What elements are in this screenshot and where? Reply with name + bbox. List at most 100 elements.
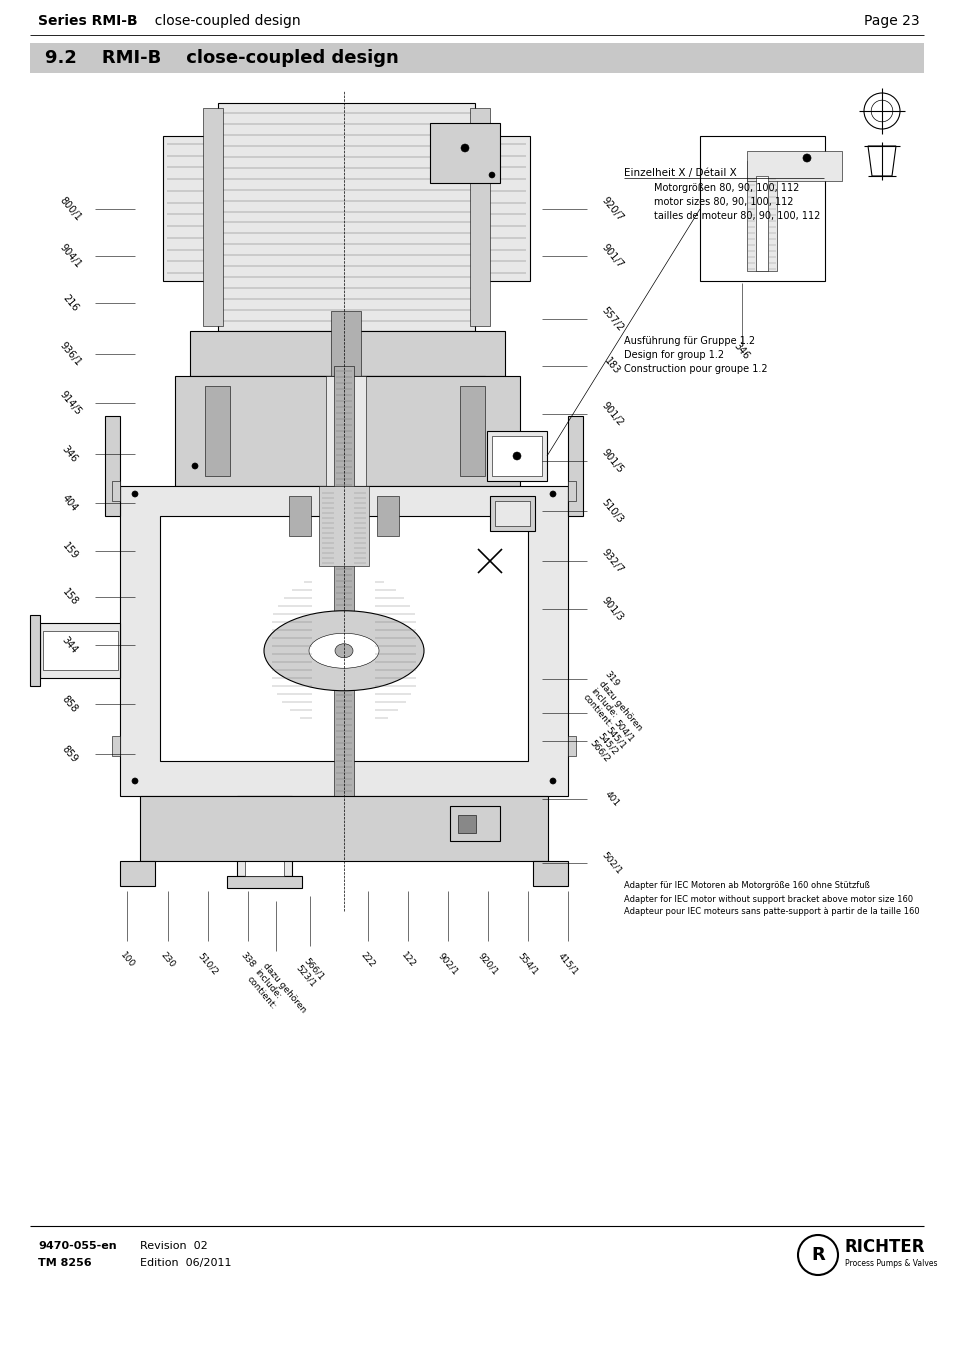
Text: 222: 222 (358, 951, 376, 970)
Text: 858: 858 (60, 693, 80, 715)
Text: 415/1: 415/1 (556, 951, 579, 977)
Text: 404: 404 (60, 493, 80, 513)
Bar (567, 416, 582, 516)
Text: 901/5: 901/5 (598, 447, 624, 476)
Bar (120, 861, 154, 886)
Ellipse shape (335, 643, 353, 658)
Text: 319: 319 (602, 670, 620, 689)
Bar (486, 431, 546, 481)
Bar (376, 496, 398, 536)
Text: RICHTER: RICHTER (844, 1238, 924, 1256)
Bar (746, 151, 841, 181)
Bar (112, 481, 120, 501)
Bar (40, 623, 120, 678)
Bar (755, 176, 767, 272)
Text: 800/1: 800/1 (57, 195, 83, 223)
Bar (492, 436, 541, 476)
Text: Series RMI-B: Series RMI-B (38, 14, 137, 28)
Text: 932/7: 932/7 (598, 547, 624, 576)
Text: close-coupled design: close-coupled design (146, 14, 300, 28)
Bar (470, 108, 490, 326)
Text: 901/3: 901/3 (598, 596, 624, 623)
Bar (30, 615, 40, 686)
Text: 904/1: 904/1 (57, 242, 83, 270)
Bar (205, 386, 230, 476)
Bar (475, 136, 530, 281)
Bar (450, 807, 499, 842)
Ellipse shape (264, 611, 423, 690)
Bar (430, 123, 499, 182)
Bar (120, 486, 567, 796)
Circle shape (797, 1235, 837, 1275)
Text: 554/1: 554/1 (516, 951, 539, 977)
Text: Einzelheit X / Détail X: Einzelheit X / Détail X (623, 168, 736, 178)
Text: dazu gehören
include:
contient:: dazu gehören include: contient: (244, 961, 307, 1028)
Text: TM 8256: TM 8256 (38, 1258, 91, 1269)
Text: 936/1: 936/1 (57, 340, 83, 367)
Polygon shape (867, 146, 895, 176)
Circle shape (497, 463, 502, 469)
Text: 230: 230 (159, 951, 176, 970)
Text: 159: 159 (60, 540, 80, 561)
Text: R: R (810, 1246, 824, 1265)
Text: 901/2: 901/2 (598, 400, 624, 428)
Bar (700, 136, 824, 281)
Bar (457, 815, 476, 834)
Bar (490, 496, 535, 531)
Bar (334, 366, 354, 825)
Circle shape (513, 453, 520, 459)
Bar (140, 796, 547, 861)
Bar (326, 376, 366, 486)
Text: Adapteur pour IEC moteurs sans patte-support à partir de la taille 160: Adapteur pour IEC moteurs sans patte-sup… (623, 908, 919, 916)
Bar (190, 331, 504, 376)
Bar (533, 861, 567, 886)
Text: 346: 346 (60, 443, 80, 465)
Text: 920/7: 920/7 (598, 195, 624, 223)
Circle shape (550, 490, 556, 497)
Text: Construction pour groupe 1.2: Construction pour groupe 1.2 (623, 363, 767, 374)
Text: 401: 401 (602, 789, 620, 808)
Bar (203, 108, 223, 326)
Bar (318, 486, 369, 566)
Text: 502/1: 502/1 (599, 850, 623, 875)
Text: 338: 338 (239, 951, 256, 970)
Circle shape (550, 778, 556, 784)
Bar (160, 516, 527, 761)
Bar (495, 501, 530, 526)
Circle shape (863, 93, 899, 128)
Text: 346: 346 (732, 340, 751, 361)
Bar (245, 796, 284, 875)
Bar (331, 311, 361, 426)
Bar (459, 386, 484, 476)
Circle shape (802, 154, 810, 162)
Bar (105, 416, 120, 516)
Text: Process Pumps & Valves: Process Pumps & Valves (844, 1259, 937, 1267)
Text: tailles de moteur 80, 90, 100, 112: tailles de moteur 80, 90, 100, 112 (654, 211, 820, 222)
Text: 914/5: 914/5 (57, 389, 83, 417)
Text: 566/1
523/1: 566/1 523/1 (294, 957, 325, 989)
Bar (174, 376, 519, 486)
Text: 158: 158 (60, 586, 80, 608)
Text: 859: 859 (60, 743, 80, 765)
Ellipse shape (309, 634, 378, 669)
Circle shape (489, 172, 495, 178)
Text: 9.2    RMI-B    close-coupled design: 9.2 RMI-B close-coupled design (45, 49, 398, 68)
Text: Revision  02: Revision 02 (140, 1242, 208, 1251)
Text: 216: 216 (60, 293, 80, 313)
Bar (567, 481, 576, 501)
Text: 920/1: 920/1 (476, 951, 499, 977)
Bar (289, 496, 311, 536)
Text: Design for group 1.2: Design for group 1.2 (623, 350, 723, 359)
Text: 902/1: 902/1 (436, 951, 459, 977)
Bar (210, 376, 484, 390)
Text: 901/7: 901/7 (598, 242, 624, 270)
Text: 9470-055-en: 9470-055-en (38, 1242, 116, 1251)
Text: 122: 122 (398, 951, 416, 970)
Circle shape (192, 463, 198, 469)
Text: 557/2: 557/2 (598, 305, 624, 334)
Bar (227, 875, 302, 888)
Bar (746, 161, 776, 272)
Bar (112, 736, 120, 757)
Text: motor sizes 80, 90, 100, 112: motor sizes 80, 90, 100, 112 (654, 197, 793, 207)
Text: dazu gehören
include:
contient:: dazu gehören include: contient: (580, 680, 642, 746)
